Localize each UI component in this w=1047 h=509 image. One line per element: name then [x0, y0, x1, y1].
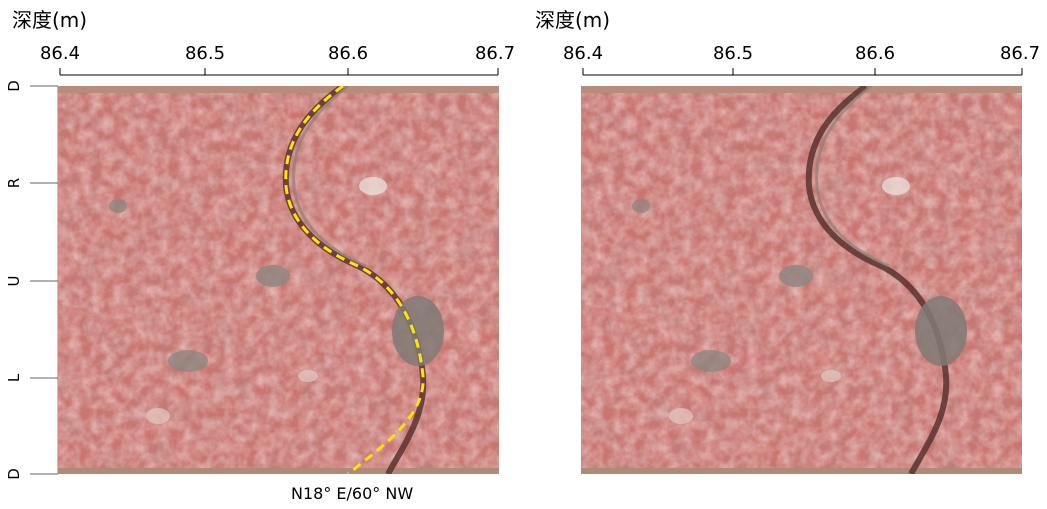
orientation-label-left: L [5, 373, 23, 383]
depth-tick-label: 86.6 [854, 43, 896, 64]
depth-tick-label: 86.5 [712, 43, 754, 64]
depth-tick-label: 86.5 [184, 43, 226, 64]
core-rock-texture [58, 86, 499, 474]
fracture-attitude-label: N18° E/60° NW [291, 484, 414, 503]
core-image-panel-right: 深度(m) 86.4 86.5 86.6 86.7 [525, 0, 1047, 509]
depth-tick-label: 86.6 [327, 43, 369, 64]
depth-tick-label: 86.7 [474, 43, 516, 64]
depth-tick-label: 86.4 [562, 43, 604, 64]
orientation-label-up: U [5, 275, 23, 287]
depth-axis-title: 深度(m) [535, 8, 611, 32]
fracture-trace-line [284, 86, 425, 474]
depth-tick-label: 86.7 [999, 43, 1041, 64]
core-scan-image [58, 86, 499, 474]
depth-axis-title: 深度(m) [12, 8, 88, 32]
orientation-label-down: D [5, 468, 23, 480]
depth-axis [582, 68, 1023, 76]
orientation-label-right: R [5, 177, 23, 189]
core-rock-texture [581, 86, 1022, 474]
depth-tick-label: 86.4 [39, 43, 81, 64]
core-scan-image [581, 86, 1022, 474]
orientation-label-down: D [5, 80, 23, 92]
core-image-panel-left: 深度(m) 86.4 86.5 86.6 86.7 D R U L D [0, 0, 520, 509]
